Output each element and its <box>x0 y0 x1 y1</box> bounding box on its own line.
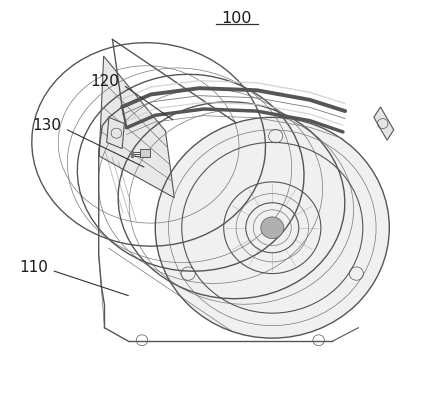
Polygon shape <box>374 107 394 140</box>
FancyBboxPatch shape <box>140 148 150 157</box>
Polygon shape <box>99 56 174 198</box>
Text: 100: 100 <box>222 11 252 26</box>
Text: 130: 130 <box>33 118 62 133</box>
Text: 120: 120 <box>90 74 119 89</box>
Polygon shape <box>107 117 124 148</box>
Circle shape <box>261 217 284 239</box>
Circle shape <box>155 117 389 338</box>
Text: 110: 110 <box>19 260 48 275</box>
